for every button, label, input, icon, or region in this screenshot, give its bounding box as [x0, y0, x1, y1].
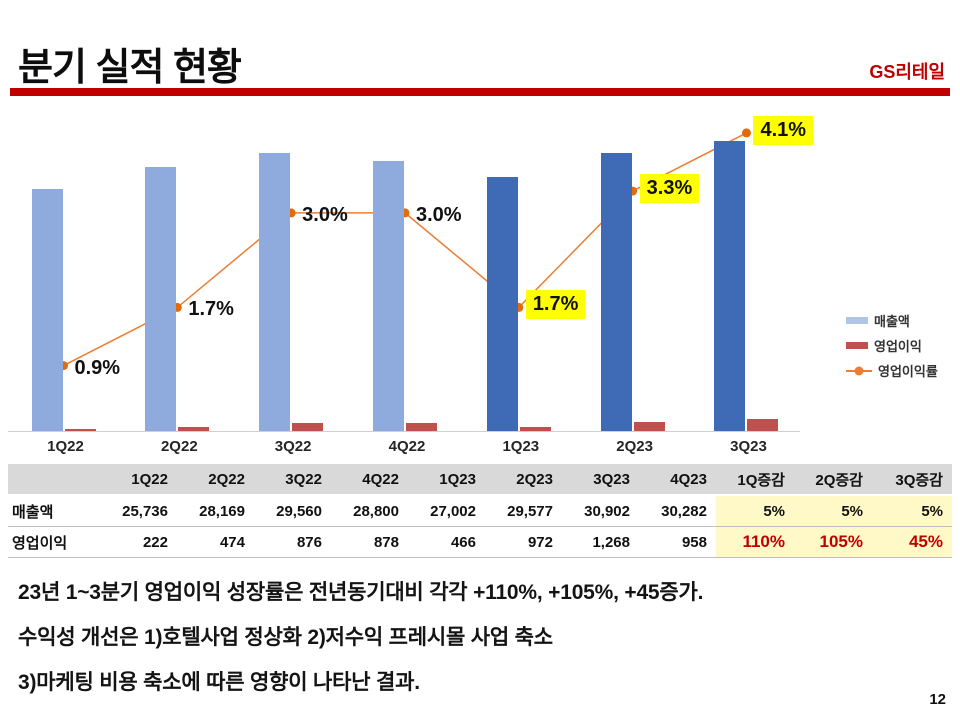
value-cell: 30,282 [639, 495, 716, 527]
legend-marker-dot [854, 366, 864, 375]
x-axis-label: 1Q22 [47, 438, 84, 455]
profit-bar [519, 426, 551, 431]
value-cell: 30,902 [562, 495, 639, 527]
value-cell: 466 [408, 526, 485, 558]
legend-line-swatch [846, 366, 872, 375]
table-header-row: 1Q22 2Q22 3Q22 4Q22 1Q23 2Q23 3Q23 4Q23 1Q증감 2Q증감… [8, 464, 952, 496]
column-header: 4Q23 [639, 464, 716, 496]
column-header: 4Q22 [331, 464, 408, 496]
value-cell: 28,800 [331, 495, 408, 527]
margin-data-label: 3.0% [415, 203, 462, 226]
revenue-bar [259, 153, 291, 431]
legend-label: 영업이익 [874, 339, 922, 354]
value-cell: 958 [639, 526, 716, 558]
margin-data-label: 3.3% [639, 174, 700, 204]
delta-cell: 5% [716, 495, 794, 527]
value-cell: 474 [177, 526, 254, 558]
revenue-bar [600, 153, 632, 431]
margin-data-label: 1.7% [188, 298, 234, 321]
page-title: 분기 실적 현황 [18, 47, 242, 89]
value-cell: 25,736 [100, 495, 177, 527]
note-line-2: 수익성 개선은 1)호텔사업 정상화 2)저수익 프레시몰 사업 축소 [18, 626, 553, 649]
margin-data-label: 4.1% [753, 115, 814, 145]
legend-item: 영업이익 [846, 333, 956, 358]
legend-item: 영업이익률 [846, 358, 956, 383]
delta-cell: 45% [872, 526, 952, 558]
profit-bar [178, 426, 210, 431]
margin-point-marker [741, 128, 751, 138]
legend-swatch [846, 342, 868, 349]
value-cell: 222 [100, 526, 177, 558]
x-axis-label: 4Q22 [388, 438, 426, 455]
margin-data-label: 3.0% [302, 203, 348, 226]
x-axis-line [8, 431, 800, 432]
profit-bar [633, 421, 665, 431]
x-axis-label: 1Q23 [502, 438, 540, 455]
x-axis-label: 3Q22 [274, 438, 312, 455]
column-header: 1Q23 [408, 464, 485, 496]
legend-label: 매출액 [874, 314, 910, 329]
value-cell: 27,002 [408, 495, 485, 527]
revenue-bar [145, 166, 177, 431]
delta-cell: 105% [794, 526, 872, 558]
brand-logo: GS리테일 [869, 62, 945, 82]
column-header: 3Q증감 [872, 464, 952, 496]
delta-cell: 110% [716, 526, 794, 558]
note-line-1: 23년 1~3분기 영업이익 성장률은 전년동기대비 각각 +110%, +10… [18, 581, 704, 604]
table-row: 매출액 25,736 28,169 29,560 28,800 27,002 29,577 3… [8, 495, 952, 527]
margin-data-label: 0.9% [74, 356, 121, 379]
profit-bar [747, 419, 779, 431]
profit-bar [64, 428, 96, 431]
column-header [8, 464, 100, 496]
value-cell: 28,169 [177, 495, 254, 527]
column-header: 3Q22 [254, 464, 331, 496]
value-cell: 29,560 [254, 495, 331, 527]
revenue-bar [31, 189, 63, 431]
value-cell: 1,268 [562, 526, 639, 558]
quarterly-results-table: 1Q22 2Q22 3Q22 4Q22 1Q23 2Q23 3Q23 4Q23 1Q증감 2Q증감… [8, 464, 952, 558]
delta-cell: 5% [872, 495, 952, 527]
x-axis-label: 2Q22 [160, 438, 198, 455]
column-header: 3Q23 [562, 464, 639, 496]
column-header: 2Q22 [177, 464, 254, 496]
margin-data-label: 1.7% [525, 290, 586, 320]
revenue-bar [714, 140, 746, 431]
revenue-bar [486, 177, 518, 431]
x-axis-label: 2Q23 [616, 438, 653, 455]
row-label: 영업이익 [8, 526, 100, 558]
note-line-3: 3)마케팅 비용 축소에 따른 영향이 나타난 결과. [18, 671, 420, 694]
profit-bar [405, 422, 437, 431]
column-header: 1Q22 [100, 464, 177, 496]
title-rule [10, 88, 950, 96]
legend-swatch [846, 317, 868, 324]
value-cell: 972 [485, 526, 562, 558]
value-cell: 29,577 [485, 495, 562, 527]
profit-bar [292, 422, 324, 431]
delta-cell: 5% [794, 495, 872, 527]
row-label: 매출액 [8, 495, 100, 527]
value-cell: 878 [331, 526, 408, 558]
column-header: 2Q증감 [794, 464, 872, 496]
page-number: 12 [929, 691, 946, 708]
commentary: 23년 1~3분기 영업이익 성장률은 전년동기대비 각각 +110%, +10… [18, 576, 958, 711]
legend-item: 매출액 [846, 308, 956, 333]
legend-label: 영업이익률 [878, 364, 938, 379]
margin-line-series [59, 128, 751, 371]
value-cell: 876 [254, 526, 331, 558]
column-header: 2Q23 [485, 464, 562, 496]
column-header: 1Q증감 [716, 464, 794, 496]
table-row: 영업이익 222 474 876 878 466 972 1,268 958 110% 105% 45… [8, 526, 952, 558]
revenue-bar [372, 160, 404, 431]
x-axis-label: 3Q23 [730, 438, 767, 455]
